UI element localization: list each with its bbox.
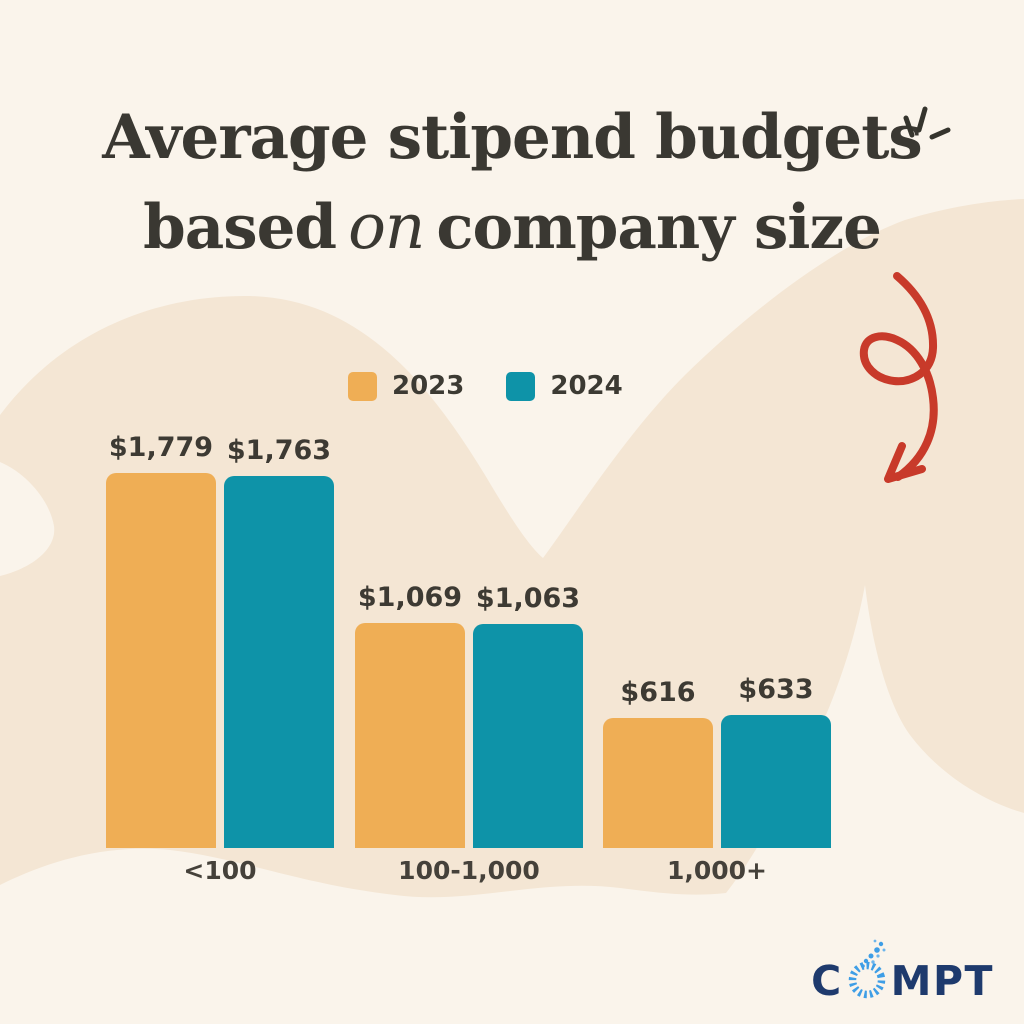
legend-item-2023: 2023 [348, 371, 464, 401]
bar-2023-group1 [106, 473, 216, 848]
page-title: Average stipend budgets based on company s… [0, 94, 1024, 272]
legend-item-2024: 2024 [506, 371, 623, 401]
value-label-2023-group2: $1,069 [357, 582, 463, 613]
title-line-1: Average stipend budgets [102, 102, 923, 173]
bar-2023-group3 [603, 718, 713, 848]
chart-legend: 2023 2024 [348, 371, 623, 401]
sparkle-icon [903, 106, 951, 140]
compt-logo-dotted-o-icon [848, 939, 886, 999]
value-label-2023-group3: $616 [620, 677, 696, 708]
compt-logo: C MPT [811, 937, 994, 1006]
bar-2023-group2 [355, 623, 465, 848]
legend-label-2023: 2023 [392, 371, 465, 401]
legend-swatch-2023 [348, 371, 377, 401]
value-label-2024-group2: $1,063 [475, 583, 581, 614]
category-label-group1: <100 [183, 856, 257, 885]
legend-label-2024: 2024 [550, 371, 623, 401]
bar-2024-group3 [721, 715, 831, 848]
compt-logo-mpt: MPT [890, 957, 994, 1006]
title-script-word: on [348, 189, 425, 263]
legend-swatch-2024 [506, 371, 536, 401]
compt-logo-c: C [811, 957, 843, 1006]
title-line-2: based on company size [143, 189, 882, 263]
value-label-2024-group3: $633 [738, 674, 814, 705]
bar-2024-group2 [473, 624, 583, 848]
bar-2024-group1 [224, 476, 334, 848]
category-label-group3: 1,000+ [666, 856, 768, 885]
value-label-2023-group1: $1,779 [108, 432, 214, 463]
value-label-2024-group1: $1,763 [226, 435, 332, 466]
background-blob-notch [0, 462, 55, 576]
category-label-group2: 100-1,000 [398, 856, 540, 885]
